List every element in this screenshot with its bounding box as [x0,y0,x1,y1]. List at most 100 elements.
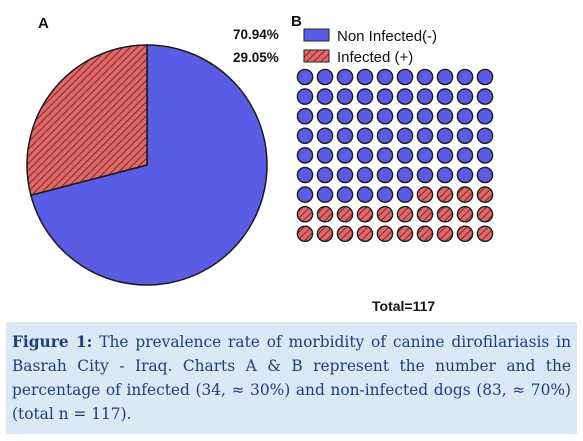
waffle-dot-non-infected [356,147,374,164]
waffle-dot-non-infected [336,166,354,184]
waffle-dot-infected [436,225,454,243]
panel-a-label: A [38,15,49,32]
waffle-dot-non-infected [396,127,414,145]
waffle-dot-non-infected [416,147,434,164]
waffle-dot-non-infected [436,166,454,184]
waffle-dot-infected [456,205,474,223]
waffle-dot-infected [376,225,394,243]
waffle-dot-non-infected [356,166,374,184]
waffle-dot-non-infected [316,107,334,125]
waffle-dot-infected [436,186,454,203]
waffle-dot-infected [376,205,394,223]
waffle-dot-non-infected [376,127,394,145]
waffle-dot-infected [416,205,434,223]
waffle-dot-non-infected [416,107,434,125]
waffle-dot-non-infected [456,127,474,145]
waffle-dot-non-infected [396,107,414,125]
waffle-dot-non-infected [336,147,354,164]
waffle-dot-infected [396,205,414,223]
waffle-dot-infected [436,205,454,223]
waffle-dot-non-infected [396,88,414,105]
waffle-dot-non-infected [296,68,314,86]
waffle-dot-non-infected [456,166,474,184]
waffle-dot-non-infected [396,186,414,203]
waffle-dot-non-infected [436,88,454,105]
waffle-dot-non-infected [296,88,314,105]
waffle-dot-non-infected [376,186,394,203]
waffle-dot-infected [476,205,494,223]
legend-swatch-infected [303,49,330,63]
pct-label-non-infected: 70.94% [233,27,279,42]
waffle-dot-non-infected [436,147,454,164]
pie-slice-non-infected [29,44,268,286]
waffle-dot-non-infected [416,166,434,184]
waffle-dot-non-infected [336,127,354,145]
waffle-dot-infected [356,225,374,243]
pie-slice-infected [26,44,148,197]
pie-chart [26,44,268,286]
waffle-dot-non-infected [376,88,394,105]
waffle-dot-non-infected [376,68,394,86]
waffle-dot-infected [356,205,374,223]
waffle-dot-non-infected [356,107,374,125]
waffle-dot-non-infected [396,147,414,164]
waffle-dot-non-infected [316,147,334,164]
waffle-dot-non-infected [436,127,454,145]
waffle-dot-non-infected [356,186,374,203]
waffle-dot-infected [416,225,434,243]
figure-caption: Figure 1: The prevalence rate of morbidi… [6,322,577,426]
waffle-dot-non-infected [456,147,474,164]
waffle-dot-non-infected [296,127,314,145]
waffle-dot-non-infected [416,88,434,105]
waffle-dot-infected [396,225,414,243]
waffle-dot-non-infected [436,68,454,86]
waffle-dot-non-infected [436,107,454,125]
waffle-dot-infected [316,205,334,223]
waffle-dot-infected [476,186,494,203]
waffle-dot-non-infected [476,127,494,145]
waffle-dot-non-infected [296,107,314,125]
waffle-dot-non-infected [316,166,334,184]
waffle-dot-non-infected [296,186,314,203]
waffle-chart [296,68,494,243]
waffle-dot-infected [296,225,314,243]
waffle-dot-non-infected [416,127,434,145]
waffle-dot-infected [336,225,354,243]
waffle-dot-non-infected [476,166,494,184]
waffle-dot-non-infected [456,68,474,86]
waffle-dot-infected [316,225,334,243]
waffle-dot-non-infected [336,88,354,105]
waffle-dot-infected [456,225,474,243]
waffle-dot-non-infected [456,88,474,105]
waffle-dot-non-infected [476,107,494,125]
waffle-dot-infected [336,205,354,223]
waffle-dot-non-infected [396,68,414,86]
waffle-dot-infected [456,186,474,203]
waffle-dot-non-infected [296,147,314,164]
waffle-dot-non-infected [476,147,494,164]
waffle-dot-non-infected [336,186,354,203]
figure-caption-label: Figure 1: [12,333,93,351]
pct-label-infected: 29.05% [233,50,279,65]
figure-caption-text: The prevalence rate of morbidity of cani… [12,333,571,423]
waffle-dot-non-infected [476,88,494,105]
waffle-dot-non-infected [376,147,394,164]
waffle-dot-non-infected [356,127,374,145]
figure-caption-box: Figure 1: The prevalence rate of morbidi… [6,322,577,434]
legend-label-infected: Infected (+) [337,49,413,66]
waffle-dot-non-infected [416,68,434,86]
waffle-dot-non-infected [296,166,314,184]
total-label: Total=117 [372,298,435,314]
waffle-dot-non-infected [376,166,394,184]
waffle-dot-non-infected [456,107,474,125]
waffle-dot-non-infected [376,107,394,125]
figure-chart-area: A 70.94% 29.05% B Non Infected(-) Infect… [26,13,494,314]
waffle-dot-infected [416,186,434,203]
waffle-dot-non-infected [476,68,494,86]
waffle-dot-non-infected [316,186,334,203]
waffle-dot-non-infected [336,107,354,125]
legend-label-non-infected: Non Infected(-) [337,28,437,45]
waffle-dot-non-infected [316,127,334,145]
waffle-dot-non-infected [356,88,374,105]
waffle-dot-non-infected [316,88,334,105]
